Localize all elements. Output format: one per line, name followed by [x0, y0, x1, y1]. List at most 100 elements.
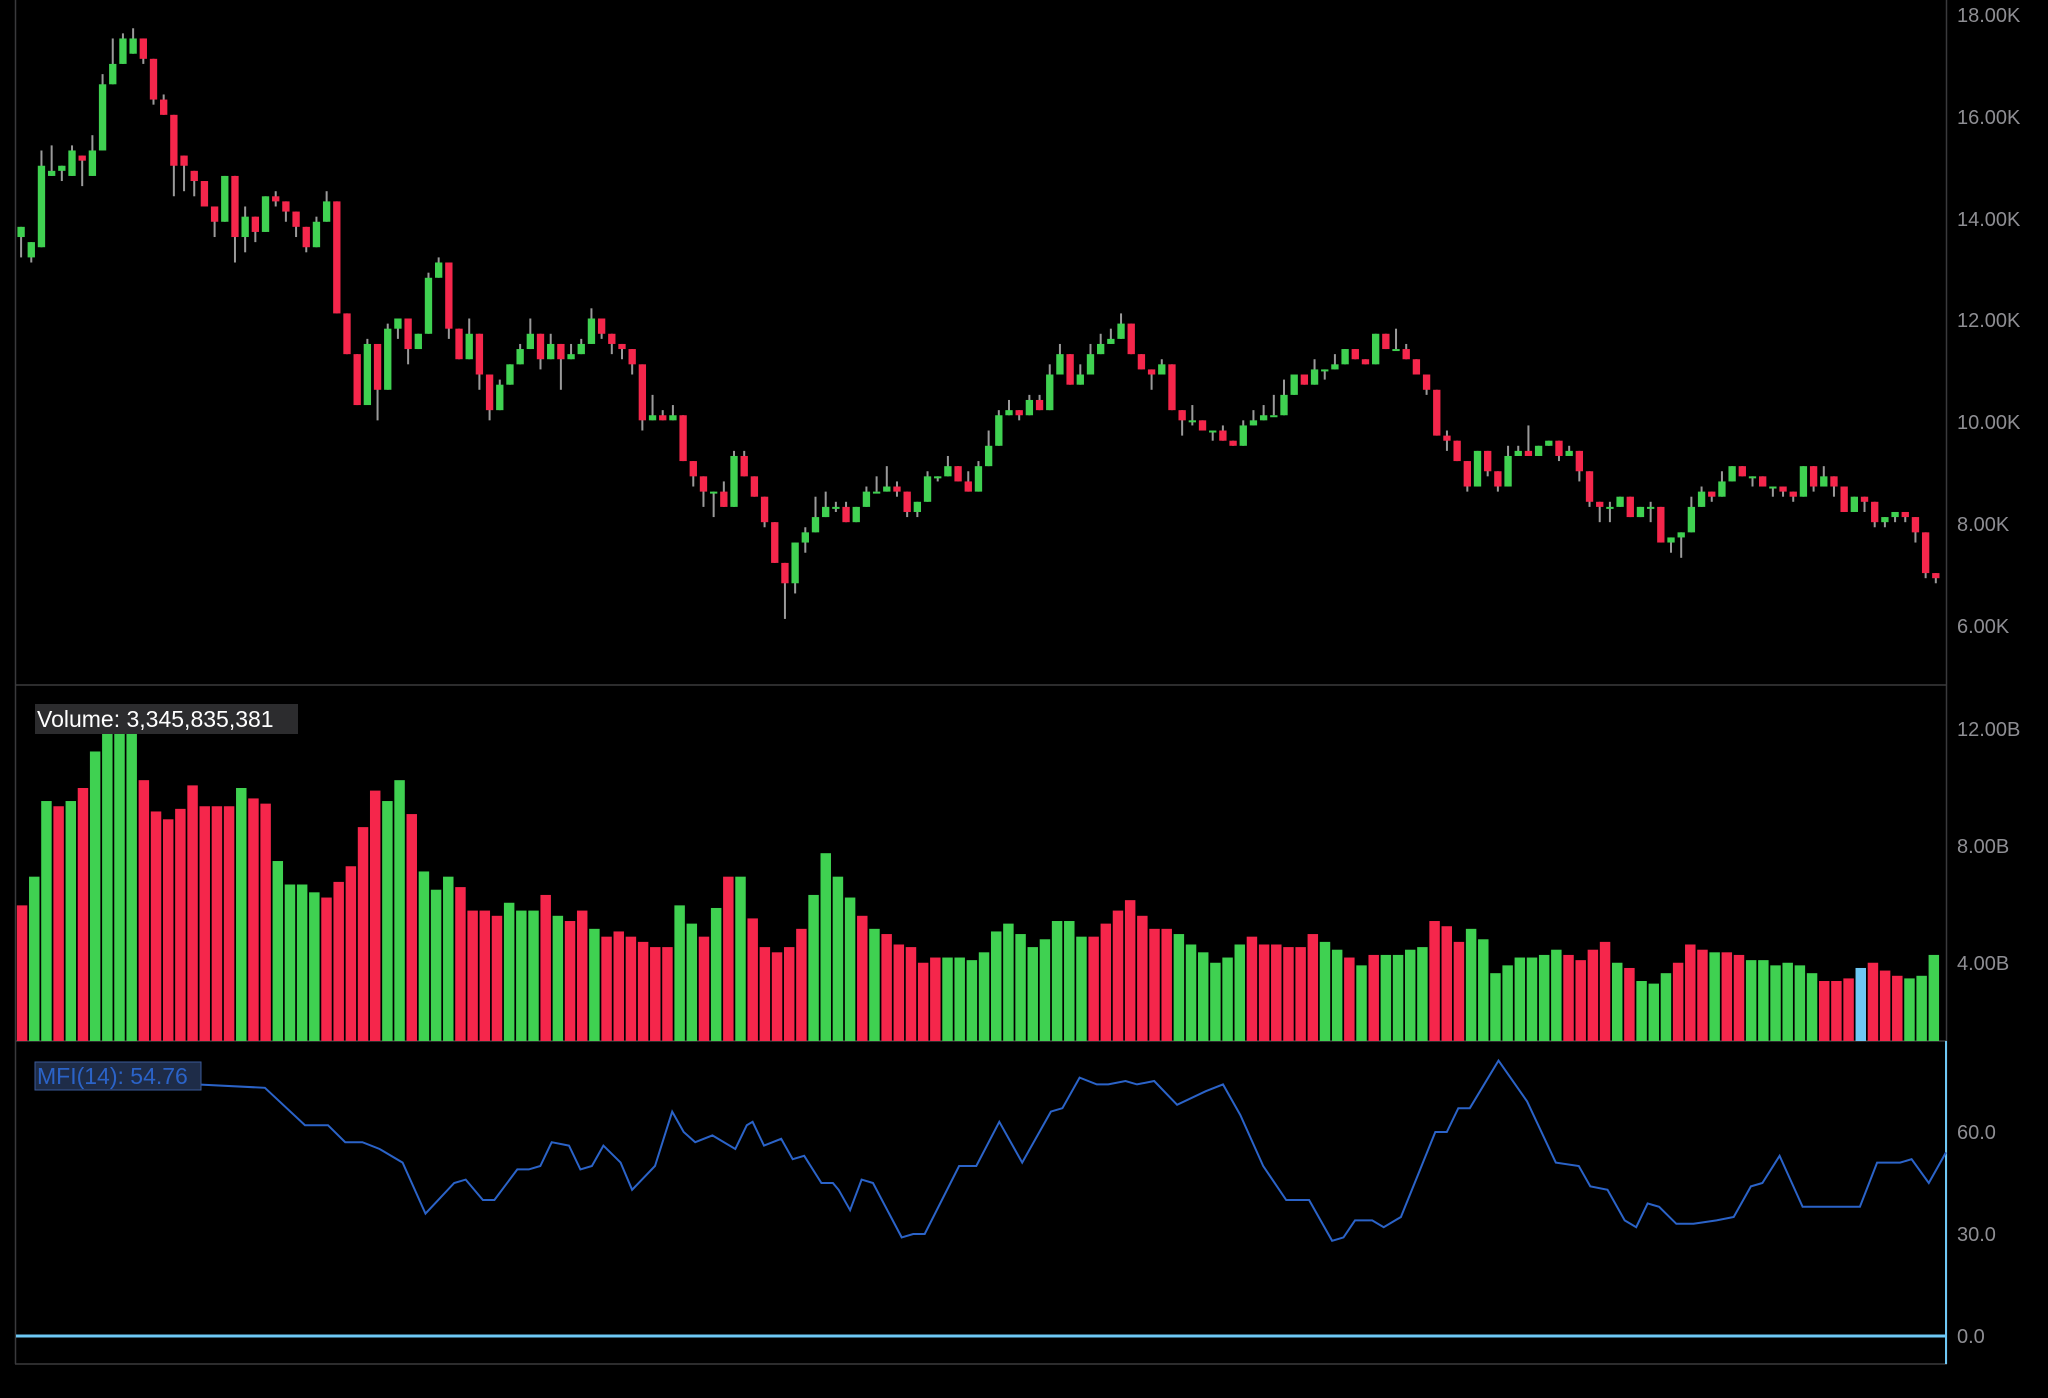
volume-bar — [1368, 954, 1379, 1041]
candle-body — [221, 175, 229, 222]
volume-bar — [1879, 970, 1891, 1041]
volume-bar — [41, 801, 52, 1041]
volume-bar — [260, 803, 271, 1041]
candle-body — [1646, 506, 1655, 509]
candle — [1850, 496, 1859, 512]
volume-bar — [820, 853, 831, 1041]
candle — [1412, 359, 1421, 375]
volume-bar — [1307, 934, 1319, 1041]
candle — [811, 496, 820, 533]
candle-body — [312, 221, 321, 248]
candle-body — [302, 226, 310, 248]
volume-bar — [905, 947, 917, 1041]
candle-body — [1321, 369, 1329, 372]
volume-bar — [747, 918, 758, 1041]
volume-bar — [686, 923, 698, 1041]
price-axis: 18.00K 16.00K 14.00K 12.00K 10.00K 8.00K… — [1957, 5, 2021, 638]
volume-bar — [126, 733, 137, 1041]
candle-body — [1097, 343, 1105, 355]
price-tick-label: 12.00K — [1957, 310, 2021, 332]
volume-bar — [857, 915, 868, 1041]
candle — [1667, 537, 1675, 553]
volume-bar — [430, 889, 442, 1041]
candle-body — [1035, 399, 1044, 411]
volume-bar — [1112, 910, 1124, 1041]
candle-body — [17, 226, 25, 238]
volume-bar — [516, 910, 527, 1041]
candle-body — [1056, 354, 1064, 375]
candle-body — [465, 333, 473, 360]
candle-body — [373, 343, 382, 390]
volume-bar — [1697, 949, 1708, 1041]
volume-bar — [296, 884, 308, 1041]
candle-body — [1310, 369, 1319, 385]
volume-panel — [16, 728, 1940, 1041]
candle — [149, 58, 158, 105]
candle — [883, 466, 891, 492]
candle-body — [1147, 369, 1156, 375]
candle-body — [811, 517, 820, 533]
volume-bar — [528, 910, 539, 1041]
volume-bar — [1319, 941, 1331, 1041]
candle — [954, 466, 962, 482]
candle-body — [1850, 496, 1859, 512]
candle-body — [200, 181, 209, 207]
candle-body — [1422, 374, 1431, 390]
volume-bar — [832, 876, 844, 1041]
volume-bar — [1843, 978, 1854, 1041]
candle — [1137, 354, 1146, 370]
volume-bar — [1563, 954, 1574, 1041]
candle — [475, 333, 484, 390]
candle — [516, 343, 524, 365]
candle — [1127, 323, 1135, 355]
volume-bar — [625, 936, 637, 1041]
candle — [17, 226, 25, 258]
volume-bar — [698, 936, 710, 1041]
candle — [1117, 313, 1125, 339]
volume-bar — [966, 960, 978, 1041]
candle-body — [292, 211, 300, 227]
volume-bar — [1246, 936, 1258, 1041]
candle — [322, 191, 331, 222]
candle — [1484, 450, 1492, 477]
volume-bar — [1100, 923, 1112, 1041]
candle — [465, 318, 473, 360]
candle-body — [923, 476, 932, 502]
volume-bar — [175, 808, 186, 1041]
candle-body — [1596, 501, 1604, 507]
volume-bar — [1636, 981, 1647, 1041]
candle — [597, 318, 606, 339]
candle-body — [1188, 420, 1196, 423]
candle-body — [1606, 506, 1614, 509]
candle — [1881, 517, 1889, 528]
candle-body — [1117, 323, 1125, 339]
volume-bar — [1137, 915, 1148, 1041]
candle-body — [1636, 506, 1645, 518]
volume-bar — [576, 910, 588, 1041]
candle — [1371, 333, 1380, 365]
candle — [1871, 501, 1879, 528]
candle-body — [1127, 323, 1135, 355]
candle — [1911, 517, 1920, 543]
candle — [791, 542, 799, 594]
candle-body — [730, 455, 738, 507]
candle-body — [1005, 410, 1013, 416]
volume-bar — [1770, 965, 1781, 1041]
candle — [1606, 501, 1614, 523]
candle — [709, 491, 718, 518]
candle — [251, 216, 260, 243]
mfi-tick-label: 60.0 — [1957, 1122, 1996, 1144]
candle — [1229, 440, 1237, 446]
candle-body — [1219, 430, 1227, 441]
volume-bar — [869, 928, 880, 1041]
volume-bar — [357, 827, 369, 1041]
candle — [822, 491, 830, 518]
candle-body — [1494, 471, 1502, 487]
candle-body — [781, 562, 789, 584]
candle-body — [1015, 410, 1023, 416]
candle-body — [210, 206, 219, 222]
candle-body — [394, 318, 402, 329]
candle — [241, 206, 249, 253]
candle-body — [1137, 354, 1146, 370]
